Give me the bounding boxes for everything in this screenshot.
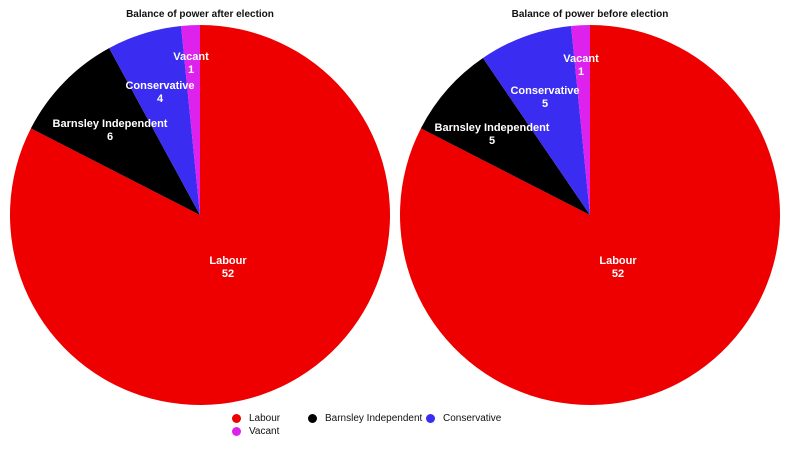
legend-label-barnsley-independent: Barnsley Independent: [325, 413, 423, 424]
before-slice-conservative: [482, 25, 590, 215]
after-slice-label-vacant: Vacant: [173, 51, 209, 63]
before-slice-value-labour: 52: [612, 268, 624, 280]
after-slice-label-labour: Labour: [209, 255, 247, 267]
before-slice-label-barnsley-independent: Barnsley Independent: [435, 122, 550, 134]
legend-swatch-labour: [232, 414, 241, 423]
legend-item-barnsley-independent: Barnsley Independent: [308, 413, 426, 424]
before-slice-vacant: [571, 25, 590, 215]
before-slice-value-conservative: 5: [542, 98, 548, 110]
before-slice-value-barnsley-independent: 5: [489, 135, 495, 147]
after-slice-label-barnsley-independent: Barnsley Independent: [53, 118, 168, 130]
after-slice-label-conservative: Conservative: [125, 80, 194, 92]
legend-item-conservative: Conservative: [426, 413, 501, 424]
after-slice-barnsley-independent: [30, 48, 200, 215]
before-slice-barnsley-independent: [420, 58, 590, 215]
before-slice-value-vacant: 1: [578, 66, 584, 78]
legend: Labour Barnsley Independent Conservative…: [232, 412, 552, 438]
chart-title-before: Balance of power before election: [511, 9, 669, 20]
legend-swatch-barnsley-independent: [308, 414, 317, 423]
before-slice-label-labour: Labour: [599, 255, 637, 267]
legend-swatch-conservative: [426, 414, 435, 423]
chart-title-after: Balance of power after election: [126, 9, 274, 20]
after-slice-value-vacant: 1: [188, 64, 194, 76]
after-slice-conservative: [109, 25, 200, 215]
after-slice-vacant: [181, 25, 200, 215]
legend-label-labour: Labour: [249, 413, 281, 424]
after-slice-value-barnsley-independent: 6: [107, 131, 113, 143]
legend-item-labour: Labour: [232, 413, 308, 424]
legend-label-conservative: Conservative: [443, 413, 502, 424]
before-slice-label-vacant: Vacant: [563, 53, 599, 65]
after-slice-value-conservative: 4: [157, 93, 164, 105]
legend-item-vacant: Vacant: [232, 426, 279, 437]
legend-label-vacant: Vacant: [249, 426, 280, 437]
legend-swatch-vacant: [232, 427, 241, 436]
after-slice-value-labour: 52: [222, 268, 234, 280]
before-slice-label-conservative: Conservative: [510, 85, 579, 97]
